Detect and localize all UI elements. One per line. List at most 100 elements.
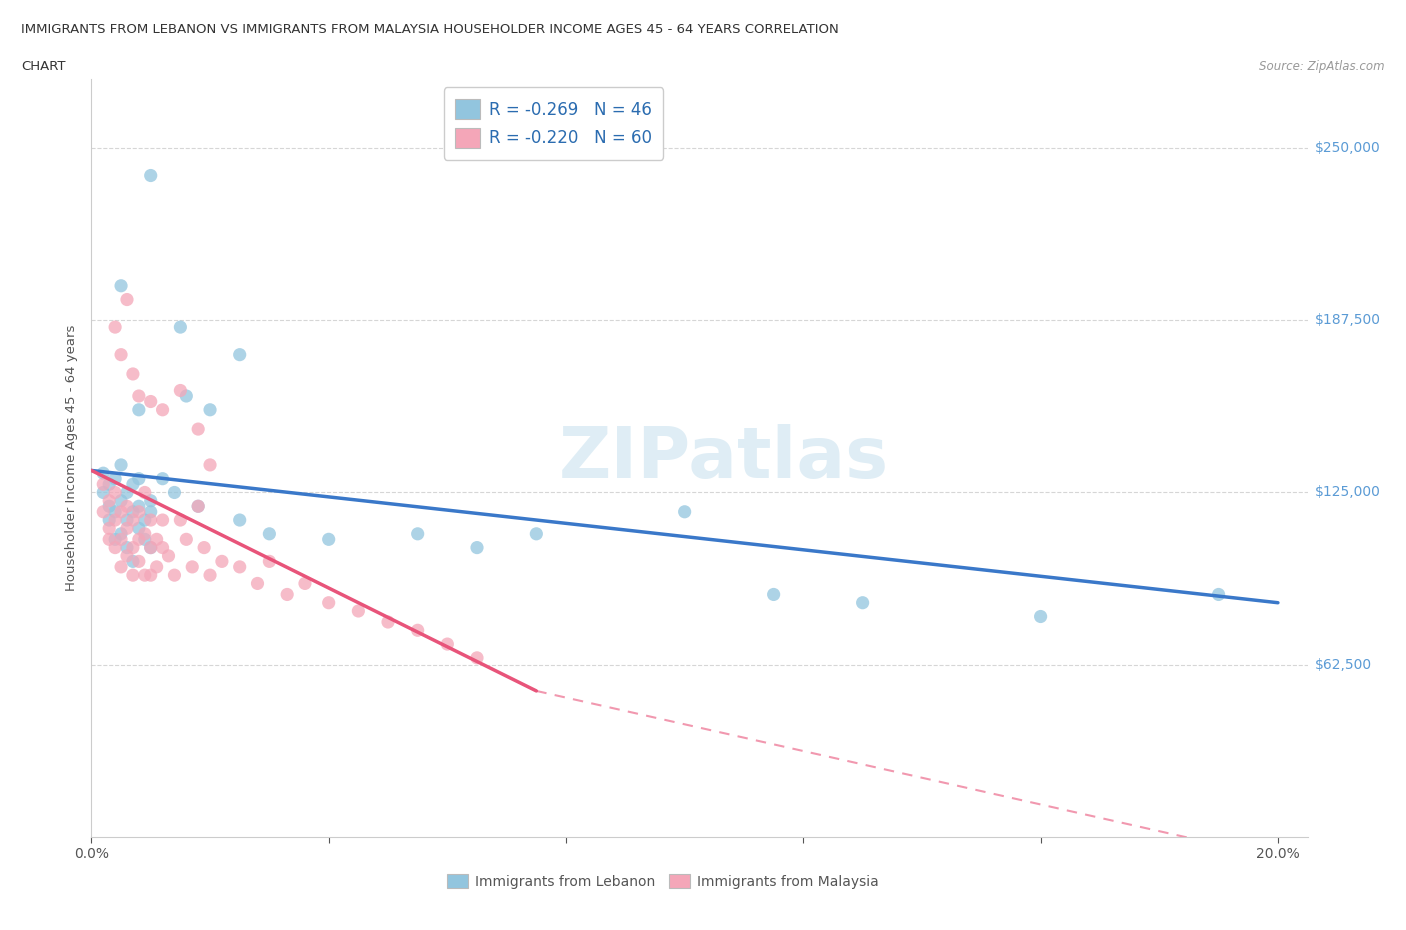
Y-axis label: Householder Income Ages 45 - 64 years: Householder Income Ages 45 - 64 years <box>65 325 79 591</box>
Point <box>128 498 150 513</box>
Point <box>176 532 198 547</box>
Point <box>228 512 250 527</box>
Point <box>152 512 174 527</box>
Point <box>98 498 121 513</box>
Point <box>122 504 145 519</box>
Point <box>104 532 127 547</box>
Point <box>104 485 127 500</box>
Point <box>139 504 162 519</box>
Point <box>318 532 340 547</box>
Point <box>211 554 233 569</box>
Point <box>98 512 121 527</box>
Point <box>228 560 250 575</box>
Point <box>104 504 127 519</box>
Text: IMMIGRANTS FROM LEBANON VS IMMIGRANTS FROM MALAYSIA HOUSEHOLDER INCOME AGES 45 -: IMMIGRANTS FROM LEBANON VS IMMIGRANTS FR… <box>21 23 839 36</box>
Point <box>465 650 488 665</box>
Point <box>163 485 186 500</box>
Point <box>198 458 221 472</box>
Text: ZIPatlas: ZIPatlas <box>558 423 889 493</box>
Point <box>104 540 127 555</box>
Point <box>98 493 121 508</box>
Point <box>673 504 696 519</box>
Text: $62,500: $62,500 <box>1315 658 1372 671</box>
Point <box>91 466 114 481</box>
Point <box>134 526 156 541</box>
Point <box>139 168 162 183</box>
Point <box>318 595 340 610</box>
Point <box>128 389 150 404</box>
Point <box>122 477 145 492</box>
Point <box>139 493 162 508</box>
Point <box>169 320 191 335</box>
Point <box>152 540 174 555</box>
Point <box>181 560 204 575</box>
Point <box>139 394 162 409</box>
Point <box>152 472 174 486</box>
Point <box>198 567 221 582</box>
Point <box>276 587 298 602</box>
Point <box>115 540 138 555</box>
Point <box>122 366 145 381</box>
Point <box>115 498 138 513</box>
Point <box>110 493 132 508</box>
Point <box>110 504 132 519</box>
Point <box>246 576 269 591</box>
Point <box>187 498 209 513</box>
Point <box>139 567 162 582</box>
Text: $125,000: $125,000 <box>1315 485 1381 499</box>
Point <box>169 512 191 527</box>
Point <box>193 540 215 555</box>
Point <box>259 526 281 541</box>
Point <box>377 615 399 630</box>
Point <box>134 567 156 582</box>
Point <box>98 477 121 492</box>
Point <box>104 472 127 486</box>
Point <box>152 403 174 418</box>
Point <box>122 540 145 555</box>
Text: $187,500: $187,500 <box>1315 313 1381 327</box>
Point <box>104 320 127 335</box>
Point <box>122 567 145 582</box>
Point <box>104 512 127 527</box>
Point <box>115 512 138 527</box>
Point <box>122 512 145 527</box>
Point <box>110 458 132 472</box>
Point <box>134 485 156 500</box>
Point <box>134 512 156 527</box>
Point <box>187 498 209 513</box>
Text: $250,000: $250,000 <box>1315 141 1381 155</box>
Point <box>347 604 370 618</box>
Text: Source: ZipAtlas.com: Source: ZipAtlas.com <box>1260 60 1385 73</box>
Point <box>115 549 138 564</box>
Point <box>294 576 316 591</box>
Point <box>98 532 121 547</box>
Point <box>128 403 150 418</box>
Point <box>91 485 114 500</box>
Point <box>187 421 209 436</box>
Point <box>228 347 250 362</box>
Point <box>115 521 138 536</box>
Point <box>128 472 150 486</box>
Point <box>122 554 145 569</box>
Point <box>110 532 132 547</box>
Point <box>436 637 458 652</box>
Text: CHART: CHART <box>21 60 66 73</box>
Point <box>762 587 785 602</box>
Point <box>852 595 875 610</box>
Point <box>1208 587 1230 602</box>
Point <box>145 560 167 575</box>
Point <box>98 521 121 536</box>
Point <box>169 383 191 398</box>
Point <box>465 540 488 555</box>
Point <box>110 347 132 362</box>
Point <box>128 554 150 569</box>
Point <box>157 549 180 564</box>
Point <box>134 532 156 547</box>
Point <box>176 389 198 404</box>
Point <box>406 526 429 541</box>
Point <box>91 504 114 519</box>
Point <box>406 623 429 638</box>
Point <box>115 485 138 500</box>
Point <box>110 526 132 541</box>
Point <box>91 477 114 492</box>
